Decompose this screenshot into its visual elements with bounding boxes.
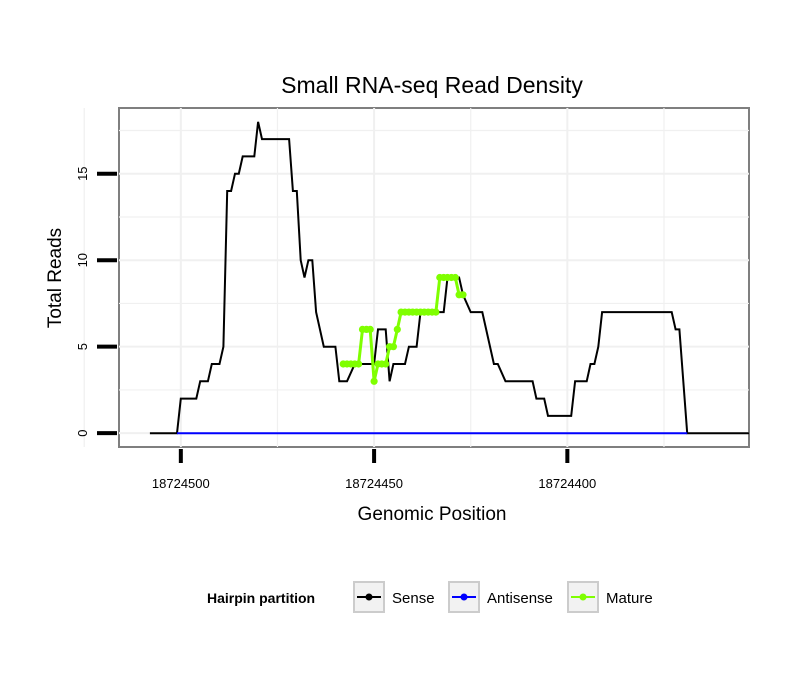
y-tick-label-3: 15	[75, 166, 90, 180]
legend: Hairpin partition Sense Antisense Mature	[207, 581, 653, 613]
data-point-mature-8	[370, 377, 378, 385]
data-point-mature-11	[382, 360, 390, 368]
y-tick-label-2: 10	[75, 253, 90, 267]
legend-item-sense: Sense	[353, 581, 435, 613]
legend-dot-mature	[579, 593, 587, 601]
x-tick-label-0: 18724500	[152, 476, 210, 491]
series-layer	[149, 121, 749, 435]
x-tick-label-1: 18724450	[345, 476, 403, 491]
legend-label-antisense: Antisense	[487, 590, 553, 607]
data-point-mature-31	[459, 291, 467, 299]
chart-title: Small RNA-seq Read Density	[281, 72, 583, 98]
data-point-mature-29	[451, 273, 459, 282]
legend-item-antisense: Antisense	[448, 581, 553, 613]
data-point-mature-7	[366, 325, 374, 333]
legend-dot-sense	[365, 593, 373, 601]
x-axis-title: Genomic Position	[358, 504, 507, 525]
y-tick-label-1: 5	[75, 343, 90, 350]
y-tick-label-0: 0	[75, 430, 90, 437]
data-point-mature-24	[432, 308, 440, 316]
axes-layer: 18724500 18724450 18724400 0 5 10 15	[75, 166, 596, 491]
series-line-sense	[149, 121, 749, 435]
y-axis-title: Total Reads	[45, 228, 66, 328]
legend-title: Hairpin partition	[207, 590, 315, 606]
data-point-mature-4	[355, 360, 363, 368]
legend-dot-antisense	[460, 593, 468, 601]
data-point-mature-14	[393, 325, 401, 333]
legend-label-sense: Sense	[392, 590, 435, 607]
x-tick-label-2: 18724400	[538, 476, 596, 491]
legend-item-mature: Mature	[567, 581, 653, 613]
data-point-mature-13	[389, 343, 397, 351]
grid	[83, 108, 749, 447]
legend-label-mature: Mature	[606, 590, 653, 607]
plot-panel	[118, 107, 750, 448]
